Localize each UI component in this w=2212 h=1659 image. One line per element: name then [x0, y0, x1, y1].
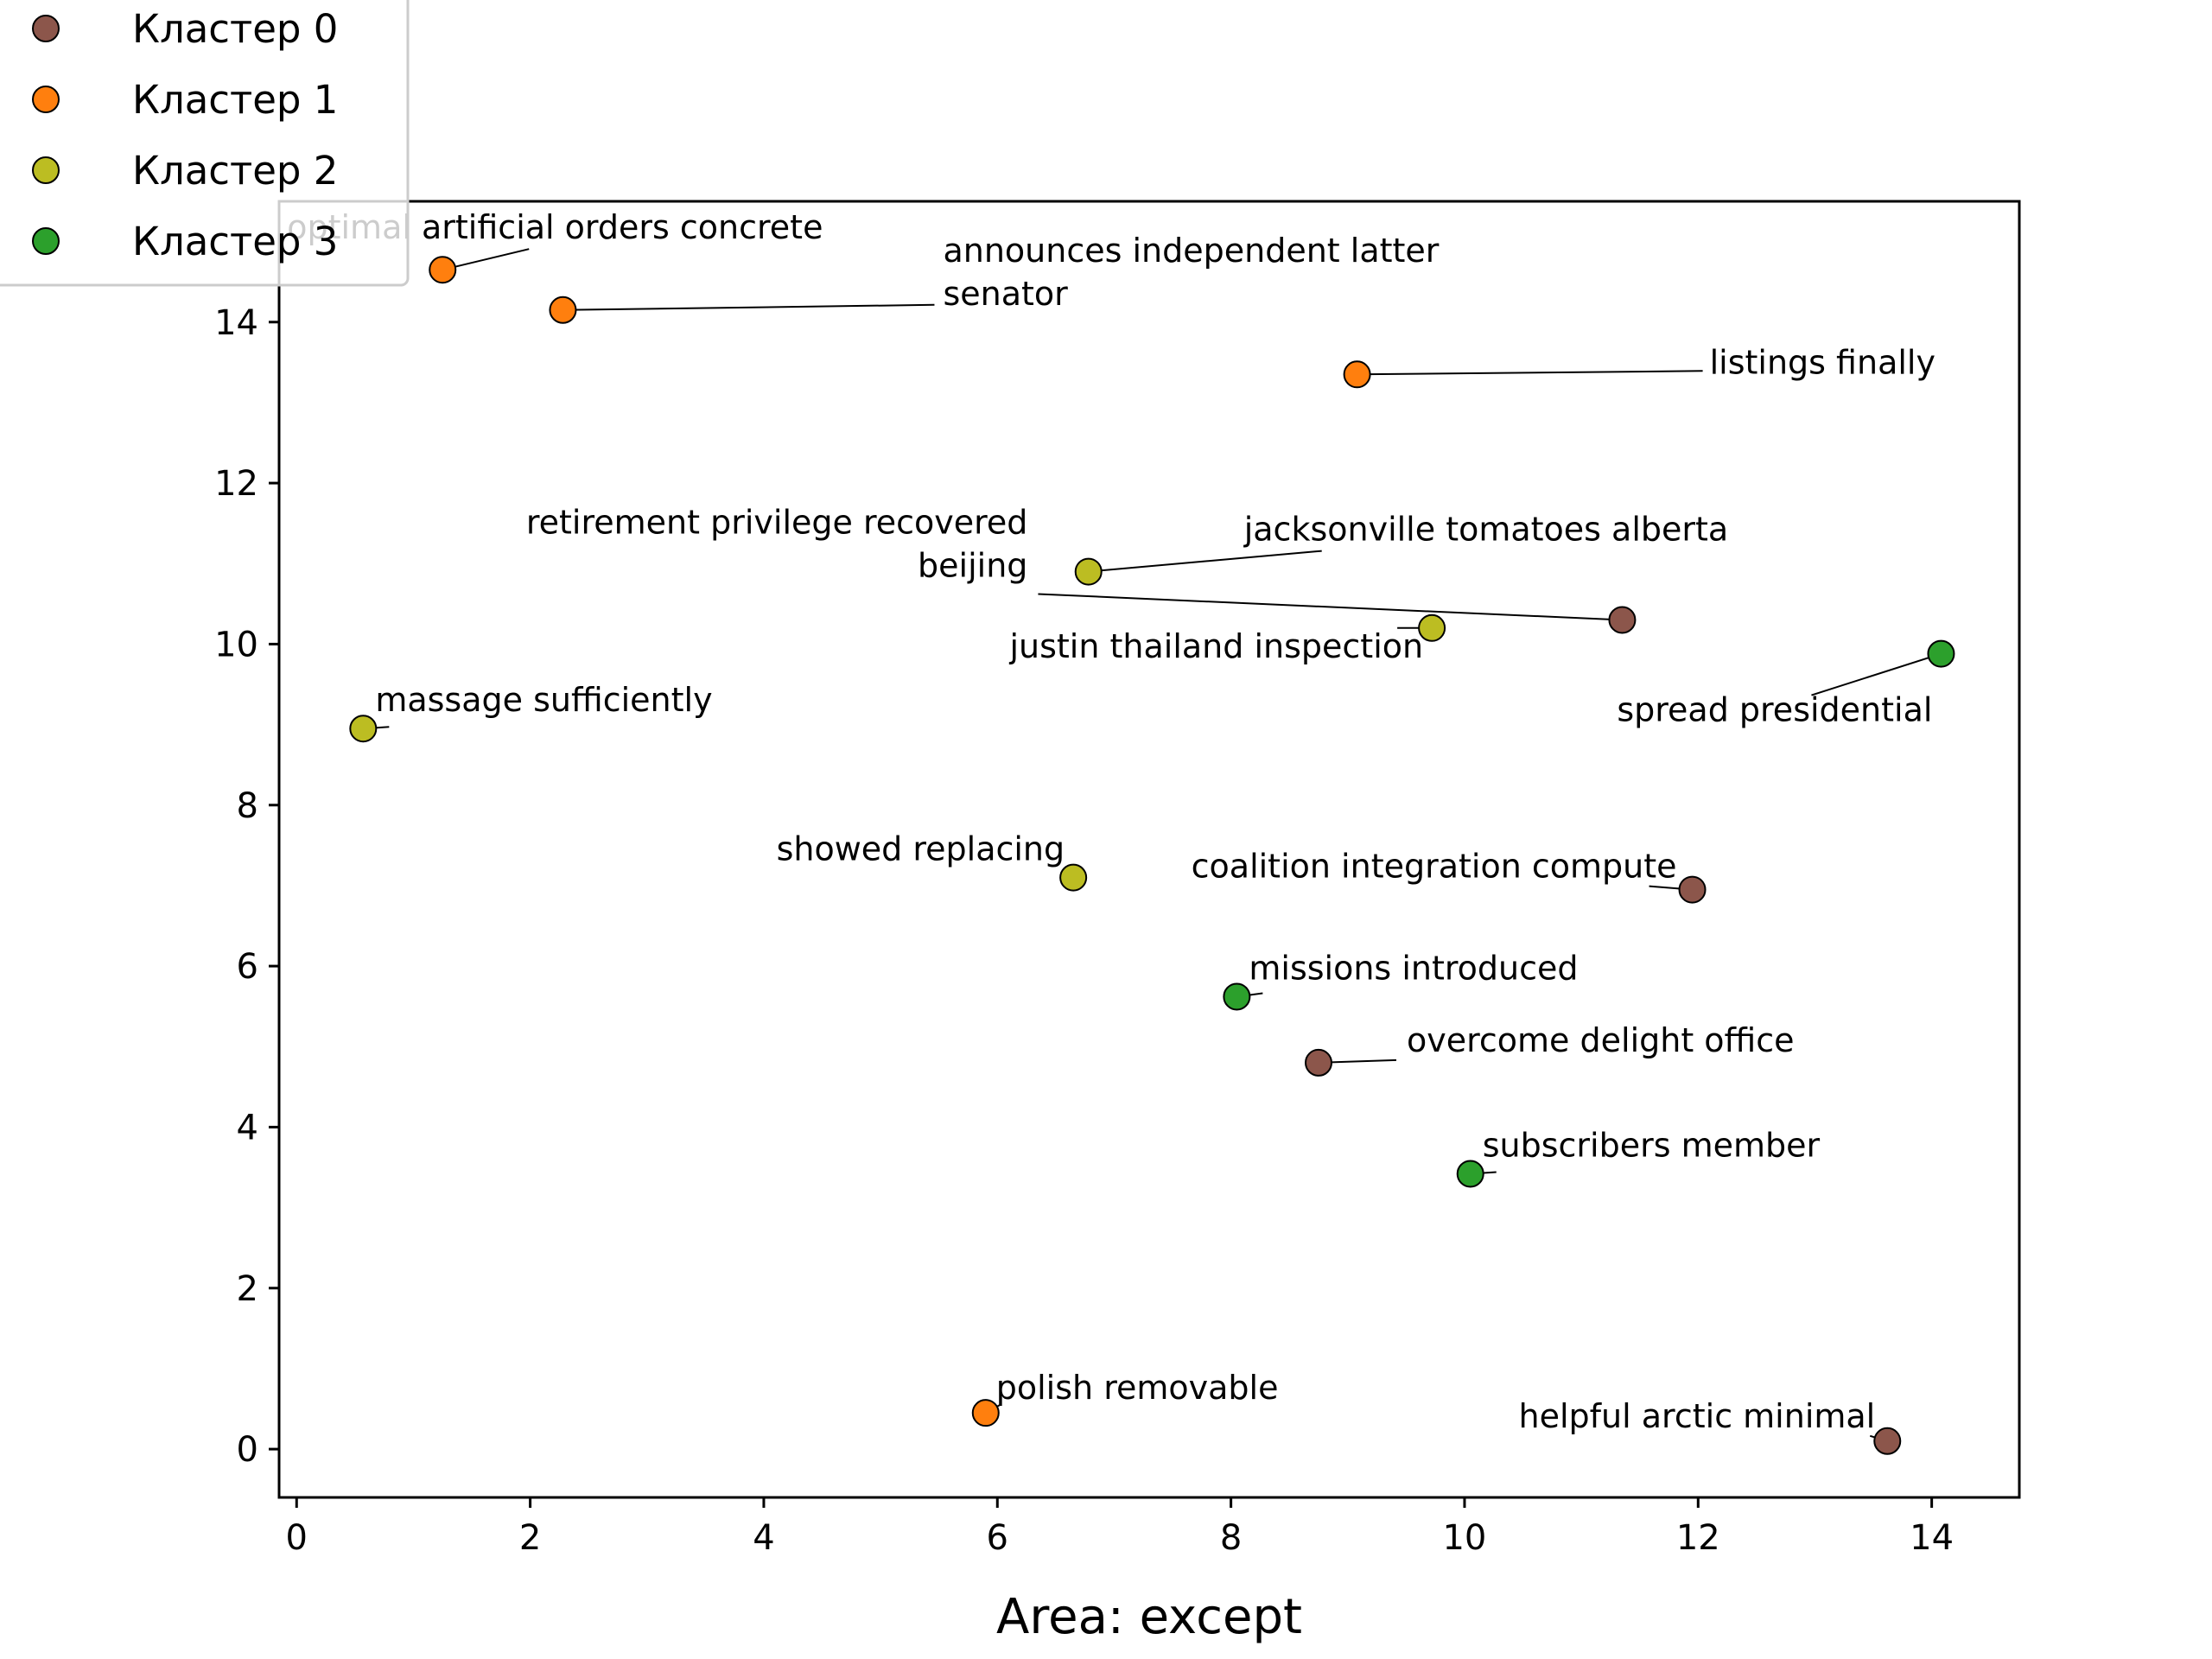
data-point	[1608, 606, 1637, 634]
point-label: retirement privilege recovered beijing	[526, 503, 1028, 584]
data-point	[1074, 557, 1103, 586]
data-point	[971, 1399, 1000, 1427]
point-label: helpful arctic minimal	[1519, 1397, 1876, 1435]
annotation-leader-line	[1357, 370, 1703, 376]
legend-marker	[32, 15, 60, 42]
x-tick-label: 0	[286, 1518, 308, 1558]
x-tick-label: 14	[1910, 1518, 1954, 1558]
x-tick-label: 12	[1676, 1518, 1720, 1558]
legend-marker	[32, 227, 60, 255]
plot-frame	[277, 200, 2021, 1499]
annotation-leader-line	[563, 303, 935, 311]
annotation-leader-line	[1811, 652, 1942, 696]
legend-label: Кластер 1	[132, 77, 338, 123]
data-point	[1343, 360, 1371, 389]
legend-box	[0, 0, 410, 287]
x-tick-label: 8	[1220, 1518, 1242, 1558]
y-tick-label: 10	[214, 625, 258, 664]
point-label: coalition integration compute	[1192, 848, 1677, 886]
data-point	[1456, 1160, 1484, 1188]
y-tick-label: 4	[237, 1108, 258, 1147]
data-point	[549, 296, 577, 324]
data-point	[349, 715, 378, 743]
y-tick-label: 14	[214, 303, 258, 343]
point-label: missions introduced	[1249, 949, 1578, 987]
point-label: overcome delight office	[1407, 1021, 1795, 1059]
legend-label: Кластер 2	[132, 148, 338, 194]
y-tick-label: 6	[237, 947, 258, 987]
point-label: announces independent latter senator	[943, 232, 1439, 313]
data-point	[1927, 639, 1955, 668]
annotation-leaders	[363, 248, 1942, 1442]
data-point	[1223, 982, 1251, 1011]
x-tick-label: 2	[519, 1518, 541, 1558]
annotation-leader-line	[1038, 593, 1623, 621]
legend-label: Кластер 0	[132, 6, 338, 52]
point-label: subscribers member	[1483, 1126, 1821, 1164]
x-tick-label: 10	[1442, 1518, 1486, 1558]
data-point	[1678, 875, 1707, 904]
point-label: showed replacing	[777, 830, 1065, 868]
data-point	[1873, 1427, 1902, 1455]
legend-marker	[32, 156, 60, 184]
x-axis-label: Area: except	[996, 1589, 1302, 1645]
x-tick-label: 4	[753, 1518, 774, 1558]
legend-label: Кластер 3	[132, 219, 338, 264]
data-points	[349, 256, 1955, 1455]
data-point	[429, 256, 457, 284]
legend-marker	[32, 86, 60, 113]
point-label: polish removable	[996, 1369, 1279, 1407]
point-label: jacksonville tomatoes alberta	[1243, 511, 1729, 549]
point-label: massage sufficiently	[375, 681, 712, 719]
annotation-labels: retirement privilege recovered beijing coa…	[287, 208, 1936, 1435]
annotation-leader-line	[442, 248, 530, 271]
y-tick-label: 2	[237, 1269, 258, 1309]
point-label: justin thailand inspection	[1008, 627, 1423, 665]
y-tick-label: 12	[214, 464, 258, 504]
point-label: spread presidential	[1617, 691, 1932, 729]
y-tick-label: 8	[237, 786, 258, 826]
data-point	[1059, 863, 1088, 892]
point-label: listings finally	[1710, 343, 1936, 381]
annotation-leader-line	[1088, 550, 1322, 573]
y-tick-label: 0	[237, 1430, 258, 1470]
axes: 0 2 4 6 8 10 12 14 0 2 4 6 8 10 12 14	[214, 200, 2021, 1558]
data-point	[1304, 1048, 1332, 1077]
legend: Кластер 0 Кластер 1 Кластер 2 Кластер 3	[0, 0, 410, 287]
data-point	[1418, 613, 1446, 642]
x-tick-label: 6	[987, 1518, 1008, 1558]
